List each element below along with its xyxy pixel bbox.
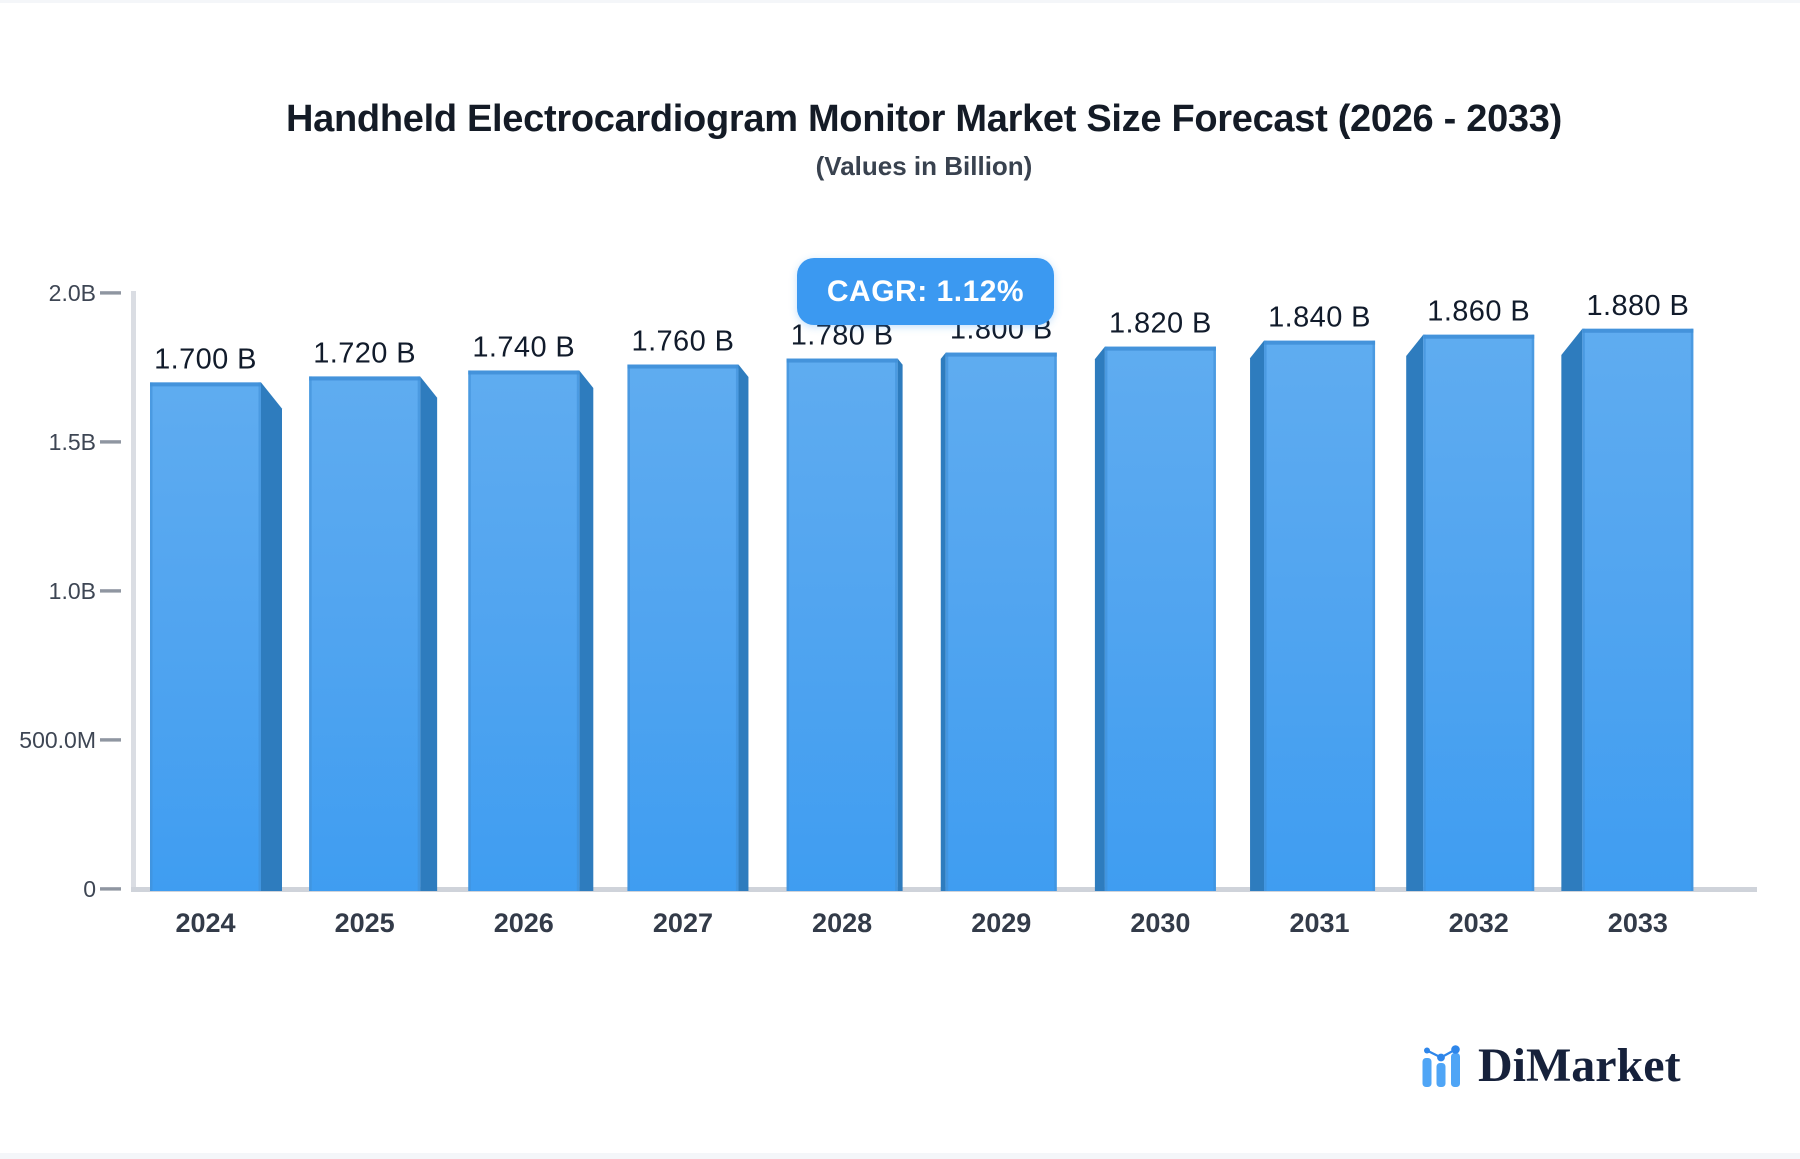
bar-side-face bbox=[420, 376, 438, 891]
bar[interactable] bbox=[309, 376, 438, 891]
x-axis-label: 2030 bbox=[1130, 908, 1190, 938]
bar-front-face bbox=[468, 370, 580, 892]
x-axis-label: 2033 bbox=[1608, 908, 1668, 938]
bar-right-edge bbox=[1213, 346, 1216, 891]
chart-title: Handheld Electrocardiogram Monitor Marke… bbox=[286, 98, 1562, 140]
bar-side-face bbox=[579, 370, 594, 892]
bar-front-face bbox=[1423, 334, 1535, 892]
bar-right-edge bbox=[1531, 334, 1535, 892]
bar-top-edge bbox=[309, 376, 421, 381]
bar-right-edge bbox=[895, 358, 898, 891]
bar-left-edge bbox=[309, 376, 312, 891]
y-axis-tick bbox=[100, 738, 121, 742]
bar-top-edge bbox=[1104, 346, 1216, 351]
bar-top-edge bbox=[150, 382, 261, 387]
bar-front-face bbox=[150, 382, 261, 891]
bar-side-face bbox=[261, 382, 282, 891]
bar-side-face bbox=[1561, 328, 1583, 891]
bar-value-label: 1.880 B bbox=[1586, 290, 1689, 322]
bar[interactable] bbox=[150, 382, 282, 891]
bar-chart: 0 500.0M 1.0B 1.5B 2.0B 1.700 B 2024 1.720 B 20… bbox=[19, 280, 1757, 938]
y-axis-tick-label: 0 bbox=[83, 876, 96, 902]
bar-left-edge bbox=[627, 364, 630, 891]
bar-top-edge bbox=[1264, 340, 1376, 345]
bar-left-edge bbox=[1264, 340, 1267, 891]
bar-front-face bbox=[945, 352, 1057, 892]
bar-top-edge bbox=[1423, 334, 1535, 339]
bar-front-face bbox=[1264, 340, 1376, 891]
y-axis-tick bbox=[100, 291, 121, 295]
bar-top-edge bbox=[1582, 328, 1694, 333]
y-axis-tick bbox=[100, 887, 121, 891]
bar[interactable] bbox=[1250, 340, 1376, 891]
bar-value-label: 1.700 B bbox=[154, 343, 257, 375]
bar-front-face bbox=[627, 364, 739, 891]
bar-chart-logo-icon bbox=[1422, 1045, 1460, 1087]
y-axis-tick-label: 2.0B bbox=[49, 280, 96, 306]
bar[interactable] bbox=[1561, 328, 1694, 891]
x-axis-label: 2031 bbox=[1290, 908, 1350, 938]
bar[interactable] bbox=[468, 370, 594, 892]
y-axis-tick-label: 1.0B bbox=[49, 578, 96, 604]
bar-top-edge bbox=[786, 358, 898, 363]
bar-right-edge bbox=[258, 382, 261, 891]
y-axis-tick-label: 1.5B bbox=[49, 429, 96, 455]
dimarket-logo: DiMarket bbox=[1421, 1039, 1681, 1093]
x-axis-label: 2026 bbox=[494, 908, 554, 938]
bar-right-edge bbox=[1690, 328, 1694, 891]
x-axis-label: 2027 bbox=[653, 908, 713, 938]
bar-top-edge bbox=[468, 370, 580, 375]
bar-side-face bbox=[1406, 334, 1424, 892]
chart-subtitle: (Values in Billion) bbox=[815, 151, 1033, 181]
y-axis-tick bbox=[100, 440, 121, 444]
bar-front-face bbox=[786, 358, 898, 891]
bar-side-face bbox=[897, 358, 903, 891]
bar[interactable] bbox=[786, 358, 903, 891]
bars bbox=[150, 328, 1694, 892]
bar-right-edge bbox=[735, 364, 739, 891]
bar-left-edge bbox=[1104, 346, 1108, 891]
labels: 1.700 B 2024 1.720 B 2025 1.740 B 2026 1.760 B… bbox=[154, 290, 1689, 938]
bar-side-face bbox=[1094, 346, 1105, 891]
bar-side-face bbox=[940, 352, 946, 892]
bar-value-label: 1.840 B bbox=[1268, 302, 1371, 334]
bar-left-edge bbox=[150, 382, 153, 891]
bar-left-edge bbox=[1423, 334, 1426, 892]
bar-top-edge bbox=[945, 352, 1057, 357]
bar-value-label: 1.740 B bbox=[472, 331, 575, 363]
y-axis-line bbox=[131, 291, 136, 891]
bar-value-label: 1.760 B bbox=[632, 326, 735, 358]
bar-left-edge bbox=[468, 370, 471, 892]
logo-text: DiMarket bbox=[1478, 1039, 1681, 1093]
bar-front-face bbox=[309, 376, 421, 891]
x-axis-label: 2025 bbox=[335, 908, 395, 938]
x-axis-label: 2024 bbox=[175, 908, 235, 938]
bar-value-label: 1.860 B bbox=[1427, 296, 1530, 328]
chart-card: Handheld Electrocardiogram Monitor Marke… bbox=[0, 3, 1800, 1153]
bar-top-edge bbox=[627, 364, 739, 369]
bar[interactable] bbox=[627, 364, 749, 891]
bar-right-edge bbox=[1372, 340, 1376, 891]
bar-front-face bbox=[1104, 346, 1216, 891]
bar[interactable] bbox=[940, 352, 1057, 892]
x-axis-label: 2032 bbox=[1449, 908, 1509, 938]
bar-left-edge bbox=[945, 352, 949, 892]
bar-right-edge bbox=[576, 370, 580, 892]
bar-side-face bbox=[738, 364, 749, 891]
bar-side-face bbox=[1250, 340, 1265, 891]
cagr-badge: CAGR: 1.12% bbox=[797, 258, 1054, 325]
bar-value-label: 1.820 B bbox=[1109, 308, 1212, 340]
bar[interactable] bbox=[1406, 334, 1535, 892]
bar-right-edge bbox=[417, 376, 421, 891]
bar[interactable] bbox=[1094, 346, 1216, 891]
bar-right-edge bbox=[1054, 352, 1057, 892]
y-axis-tick bbox=[100, 589, 121, 593]
bar-left-edge bbox=[786, 358, 790, 891]
bar-value-label: 1.720 B bbox=[313, 337, 416, 369]
x-axis-label: 2029 bbox=[971, 908, 1031, 938]
bar-front-face bbox=[1582, 328, 1694, 891]
y-axis-tick-label: 500.0M bbox=[19, 727, 96, 753]
bar-left-edge bbox=[1582, 328, 1585, 891]
x-axis-label: 2028 bbox=[812, 908, 872, 938]
